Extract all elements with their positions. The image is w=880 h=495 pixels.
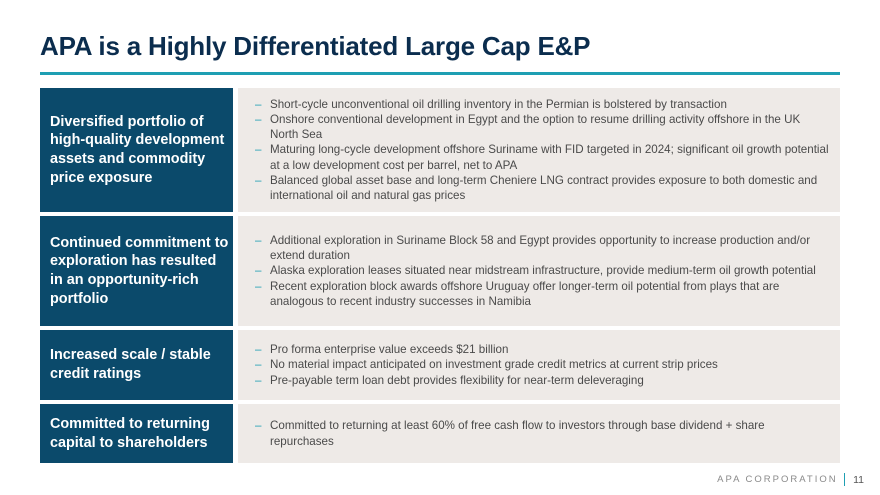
bullet-dash: – [255,358,262,372]
row-exploration-commitment: Continued commitment to exploration has … [40,216,840,326]
bullet-dash: – [255,173,262,187]
bullet-item: – Pro forma enterprise value exceeds $21 … [255,343,509,357]
page-number: 11 [853,473,864,486]
row-label: Increased scale / stable credit ratings [40,330,233,400]
bullet-item: – No material impact anticipated on inves… [255,358,718,372]
bullet-item: – Balanced global asset base and long-ter… [255,173,818,202]
bullet-item: – Additional exploration in Suriname Bloc… [255,234,811,263]
bullet-dash: – [255,143,262,157]
bullet-item: – Alaska exploration leases situated near… [255,264,816,278]
bullet-dash: – [255,113,262,127]
differentiators-table: Diversified portfolio of high-quality de… [40,88,840,467]
bullet-item: – Short-cycle unconventional oil drilling… [255,98,727,112]
row-bullets: – Short-cycle unconventional oil drilling… [238,88,840,212]
title-divider [40,72,840,75]
row-bullets: – Pro forma enterprise value exceeds $21 … [238,330,840,400]
bullet-dash: – [255,234,262,248]
bullet-item: – Committed to returning at least 60% of … [255,419,765,448]
bullet-item: – Recent exploration block awards offshor… [255,279,780,308]
bullet-dash: – [255,343,262,357]
bullet-item: – Onshore conventional development in Egy… [255,113,801,142]
bullet-dash: – [255,98,262,112]
slide-footer: APA CORPORATION 11 [717,473,864,486]
row-label: Continued commitment to exploration has … [40,216,233,326]
row-bullets: – Committed to returning at least 60% of … [238,404,840,463]
bullet-dash: – [255,419,262,433]
bullet-item: – Maturing long-cycle development offshor… [255,143,829,172]
row-capital-return: Committed to returning capital to shareh… [40,404,840,463]
row-label: Diversified portfolio of high-quality de… [40,88,233,212]
row-label: Committed to returning capital to shareh… [40,404,233,463]
slide-title: APA is a Highly Differentiated Large Cap… [40,31,591,61]
bullet-dash: – [255,279,262,293]
bullet-item: – Pre-payable term loan debt provides fle… [255,373,644,387]
bullet-dash: – [255,373,262,387]
bullet-dash: – [255,264,262,278]
company-name: APA CORPORATION [717,474,838,485]
row-bullets: – Additional exploration in Suriname Bloc… [238,216,840,326]
row-scale-credit: Increased scale / stable credit ratings … [40,330,840,400]
footer-separator [843,473,846,486]
row-diversified-portfolio: Diversified portfolio of high-quality de… [40,88,840,212]
